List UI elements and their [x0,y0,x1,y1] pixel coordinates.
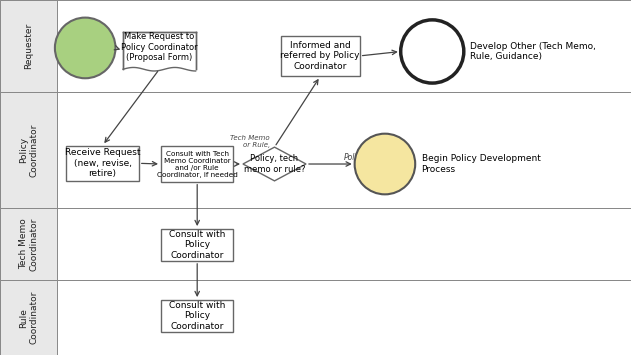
FancyBboxPatch shape [0,0,57,92]
FancyBboxPatch shape [0,208,57,280]
FancyBboxPatch shape [0,280,631,355]
Text: Informed and
referred by Policy
Coordinator: Informed and referred by Policy Coordina… [281,41,360,71]
Text: Tech Memo
Coordinator: Tech Memo Coordinator [19,217,38,271]
Polygon shape [243,147,306,181]
FancyBboxPatch shape [123,32,196,69]
FancyBboxPatch shape [0,280,57,355]
Text: Tech Memo
or Rule,: Tech Memo or Rule, [231,136,270,148]
Text: Begin Policy Development
Process: Begin Policy Development Process [422,154,540,174]
Text: Policy
Coordinator: Policy Coordinator [19,123,38,177]
Ellipse shape [401,20,464,83]
Text: Requester: Requester [24,23,33,69]
Text: Policy: Policy [344,153,366,163]
FancyBboxPatch shape [0,208,631,280]
Text: Consult with
Policy
Coordinator: Consult with Policy Coordinator [169,230,226,260]
Text: Develop Other (Tech Memo,
Rule, Guidance): Develop Other (Tech Memo, Rule, Guidance… [470,42,596,61]
FancyBboxPatch shape [281,36,360,76]
FancyBboxPatch shape [0,92,631,208]
FancyBboxPatch shape [66,146,139,181]
FancyBboxPatch shape [0,92,57,208]
Text: Consult with
Policy
Coordinator: Consult with Policy Coordinator [169,301,226,331]
Text: Make Request to
Policy Coordinator
(Proposal Form): Make Request to Policy Coordinator (Prop… [121,32,198,62]
FancyBboxPatch shape [0,0,631,92]
FancyBboxPatch shape [161,146,233,182]
FancyBboxPatch shape [161,300,233,332]
Text: Consult with Tech
Memo Coordinator
and /or Rule
Coordinator, if needed: Consult with Tech Memo Coordinator and /… [157,151,238,178]
Ellipse shape [355,134,415,194]
Text: Policy, tech
memo or rule?: Policy, tech memo or rule? [244,154,305,174]
Text: Receive Request
(new, revise,
retire): Receive Request (new, revise, retire) [65,148,140,178]
FancyBboxPatch shape [161,229,233,261]
Text: Rule
Coordinator: Rule Coordinator [19,291,38,344]
Ellipse shape [55,18,116,78]
